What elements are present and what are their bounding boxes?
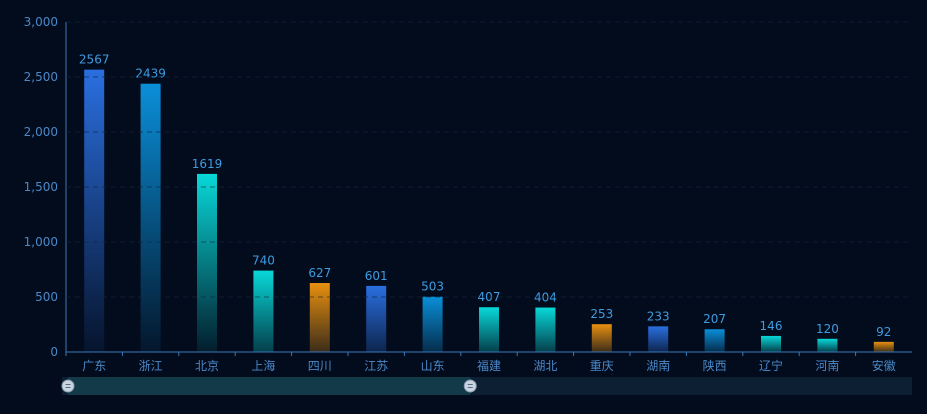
x-tick-label: 湖北	[533, 358, 557, 373]
data-label: 627	[308, 266, 331, 280]
x-tick-label: 四川	[308, 359, 332, 373]
y-tick-label: 2,000	[24, 125, 58, 139]
data-label: 207	[703, 312, 726, 326]
x-tick-label: 山东	[421, 359, 445, 373]
data-label: 92	[876, 325, 891, 339]
bar[interactable]	[422, 296, 443, 352]
bar[interactable]	[479, 307, 499, 352]
bar[interactable]	[140, 83, 161, 353]
x-tick-label: 陕西	[703, 358, 727, 373]
bar[interactable]	[873, 341, 894, 352]
x-tick-label: 河南	[815, 358, 839, 373]
y-tick-label: 0	[50, 345, 58, 359]
x-axis: 广东 浙江 北京 上海 四川 江苏 山东 福建 湖北 重庆 湖南 陕西 辽宁 河南 安徽	[65, 351, 912, 373]
slider-selected-range[interactable]	[68, 377, 471, 395]
x-tick-label: 安徽	[872, 358, 896, 373]
data-label: 601	[365, 269, 388, 283]
slider-handle-end[interactable]	[463, 379, 477, 393]
data-label: 146	[760, 319, 783, 333]
bar[interactable]	[535, 307, 556, 352]
bar[interactable]	[84, 69, 105, 352]
y-tick-label: 1,000	[24, 235, 58, 249]
y-tick-label: 1,500	[24, 180, 58, 194]
data-label: 404	[534, 291, 557, 305]
bar[interactable]	[704, 329, 725, 352]
data-label: 233	[647, 309, 670, 323]
x-tick-label: 浙江	[139, 359, 163, 373]
data-label: 2439	[135, 67, 166, 81]
x-tick-label: 重庆	[590, 359, 614, 373]
bar[interactable]	[253, 270, 274, 352]
bar[interactable]	[366, 285, 387, 352]
data-label: 503	[421, 280, 444, 294]
y-tick-label: 2,500	[24, 70, 58, 84]
y-tick-label: 3,000	[24, 15, 58, 29]
y-tick-label: 500	[35, 290, 58, 304]
data-label: 253	[590, 307, 613, 321]
slider-handle-start[interactable]	[61, 379, 75, 393]
x-tick-label: 北京	[195, 359, 219, 373]
data-label: 120	[816, 322, 839, 336]
bar[interactable]	[817, 338, 838, 352]
x-tick-label: 福建	[477, 358, 501, 373]
data-label: 1619	[192, 157, 223, 171]
x-tick-label: 江苏	[364, 359, 388, 373]
bar[interactable]	[591, 324, 612, 352]
data-label: 740	[252, 254, 275, 268]
data-label: 2567	[79, 53, 110, 67]
data-zoom-slider[interactable]	[61, 377, 912, 395]
bar[interactable]	[309, 283, 330, 352]
x-tick-label: 辽宁	[759, 358, 783, 373]
x-tick-label: 上海	[251, 358, 275, 373]
y-axis: 0 500 1,000 1,500 2,000 2,500 3,000	[24, 15, 67, 359]
bar[interactable]	[648, 326, 669, 352]
x-tick-label: 广东	[82, 359, 106, 373]
bar[interactable]	[761, 335, 781, 352]
bar[interactable]	[197, 173, 217, 352]
x-tick-label: 湖南	[646, 358, 670, 373]
